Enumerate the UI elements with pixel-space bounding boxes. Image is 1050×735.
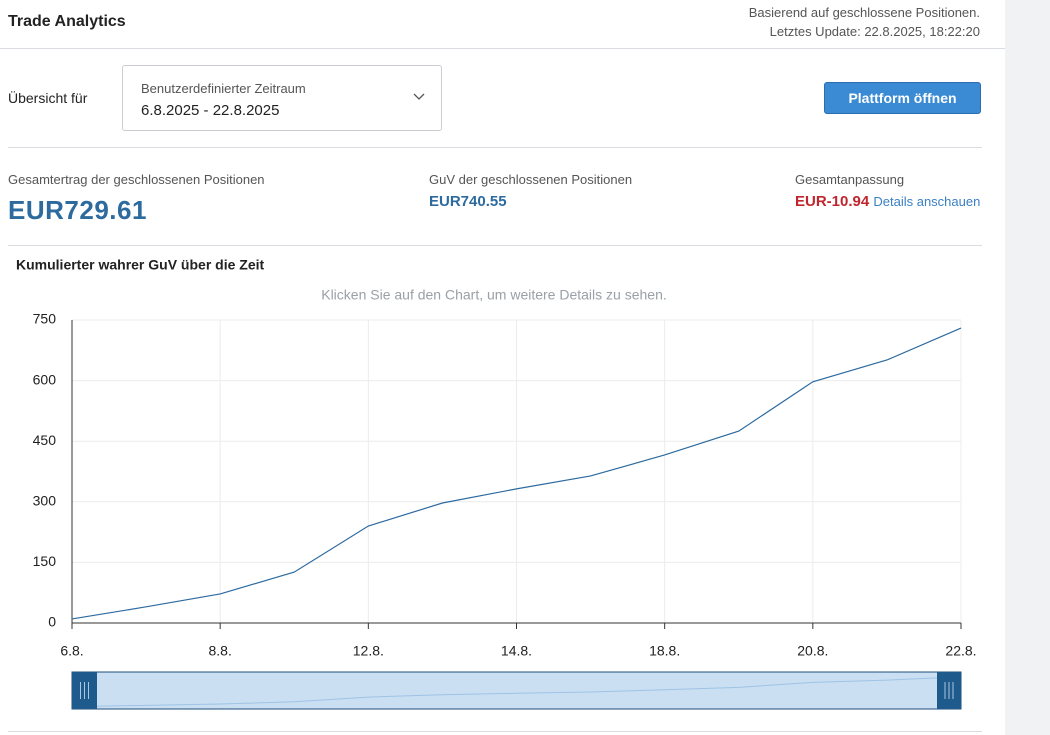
- stat-label: Gesamtertrag der geschlossenen Positione…: [8, 172, 265, 187]
- open-platform-button[interactable]: Plattform öffnen: [824, 82, 981, 114]
- divider: [8, 245, 982, 246]
- stat-value: EUR729.61: [8, 195, 147, 225]
- chevron: [413, 93, 425, 100]
- filter-label: Übersicht für: [8, 90, 88, 106]
- date-dropdown[interactable]: Benutzerdefinierter Zeitraum 6.8.2025 - …: [122, 65, 442, 131]
- last-update: Letztes Update: 22.8.2025, 18:22:20: [769, 24, 980, 39]
- y-tick-label: 750: [33, 311, 57, 327]
- stat-label: GuV der geschlossenen Positionen: [429, 172, 633, 187]
- y-tick-label: 0: [48, 614, 56, 630]
- chart-subtitle: Klicken Sie auf den Chart, um weitere De…: [321, 287, 667, 303]
- page-title: Trade Analytics: [8, 13, 126, 30]
- stat-value-row: EUR-10.94 Details anschauen: [795, 193, 980, 210]
- x-tick-label: 6.8.: [60, 643, 83, 659]
- x-tick-label: 18.8.: [649, 643, 680, 659]
- x-tick-label: 22.8.: [945, 643, 976, 659]
- x-tick-label: 20.8.: [797, 643, 828, 659]
- note: Basierend auf geschlossene Positionen.: [748, 5, 980, 20]
- details-link[interactable]: Details anschauen: [873, 194, 981, 209]
- stat-value: EUR-10.94: [795, 193, 870, 210]
- x-tick-label: 8.8.: [208, 643, 231, 659]
- main-panel: Trade Analytics Basierend auf geschlosse…: [0, 0, 1005, 735]
- divider: [8, 147, 982, 148]
- chart[interactable]: Kumulierter wahrer GuV über die Zeit Kli…: [0, 0, 1005, 735]
- dropdown-value: 6.8.2025 - 22.8.2025: [141, 102, 280, 119]
- y-tick-label: 450: [33, 432, 57, 448]
- chart-title: Kumulierter wahrer GuV über die Zeit: [16, 257, 265, 273]
- y-tick-label: 600: [33, 371, 57, 387]
- line: [71, 327, 962, 620]
- navigator: [71, 671, 962, 710]
- navigator-line: [71, 676, 962, 708]
- x-tick-label: 12.8.: [353, 643, 384, 659]
- dropdown-label: Benutzerdefinierter Zeitraum: [141, 81, 306, 96]
- stat-value: EUR740.55: [429, 193, 507, 210]
- y-tick-label: 300: [33, 493, 57, 509]
- divider: [8, 731, 982, 732]
- x-tick-label: 14.8.: [501, 643, 532, 659]
- divider: [0, 48, 1005, 49]
- y-tick-label: 150: [33, 553, 57, 569]
- stat-label: Gesamtanpassung: [795, 172, 905, 187]
